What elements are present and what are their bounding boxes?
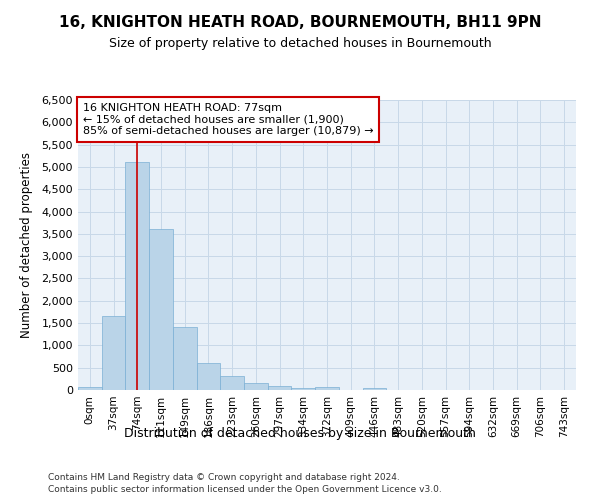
Bar [292, 388, 315, 390]
Text: 16 KNIGHTON HEATH ROAD: 77sqm
← 15% of detached houses are smaller (1,900)
85% o: 16 KNIGHTON HEATH ROAD: 77sqm ← 15% of d… [83, 103, 374, 136]
Text: Size of property relative to detached houses in Bournemouth: Size of property relative to detached ho… [109, 38, 491, 51]
Bar [173, 326, 197, 390]
Bar [78, 386, 102, 390]
Bar [125, 162, 149, 390]
Bar [149, 230, 173, 390]
Text: Contains HM Land Registry data © Crown copyright and database right 2024.: Contains HM Land Registry data © Crown c… [48, 472, 400, 482]
Bar [268, 386, 292, 390]
Bar [102, 316, 125, 390]
Text: 16, KNIGHTON HEATH ROAD, BOURNEMOUTH, BH11 9PN: 16, KNIGHTON HEATH ROAD, BOURNEMOUTH, BH… [59, 15, 541, 30]
Y-axis label: Number of detached properties: Number of detached properties [20, 152, 33, 338]
Bar [315, 386, 339, 390]
Bar [197, 362, 220, 390]
Bar [362, 388, 386, 390]
Text: Distribution of detached houses by size in Bournemouth: Distribution of detached houses by size … [124, 428, 476, 440]
Bar [220, 376, 244, 390]
Text: Contains public sector information licensed under the Open Government Licence v3: Contains public sector information licen… [48, 485, 442, 494]
Bar [244, 383, 268, 390]
